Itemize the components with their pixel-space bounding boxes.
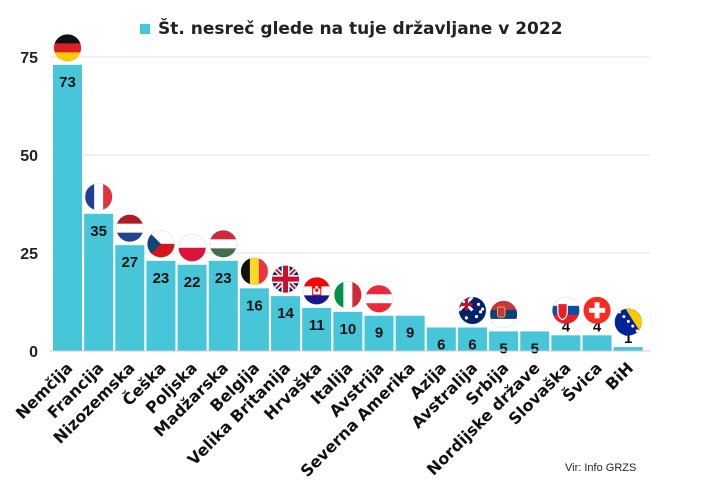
croatia-flag-icon <box>302 276 331 305</box>
bar-value-label: 22 <box>184 274 201 291</box>
y-tick-label: 0 <box>29 344 38 361</box>
y-tick-label: 75 <box>20 50 38 67</box>
bar-value-label: 6 <box>437 336 445 353</box>
germany-flag-icon <box>53 33 82 62</box>
bar <box>271 296 301 351</box>
bar <box>364 315 394 351</box>
bar <box>395 315 425 351</box>
bar <box>551 335 581 351</box>
france-flag-icon <box>84 182 113 211</box>
bar-value-label: 4 <box>562 318 571 335</box>
bar-value-label: 14 <box>277 305 294 322</box>
switzerland-flag-icon <box>583 296 612 325</box>
bar <box>457 327 487 351</box>
legend: Št. nesreč glede na tuje državljane v 20… <box>140 19 563 39</box>
belgium-flag-icon <box>240 257 269 286</box>
bar-value-label: 23 <box>153 270 170 287</box>
bar-value-label: 23 <box>215 270 232 287</box>
bar-value-label: 10 <box>340 321 357 338</box>
bar <box>426 327 456 351</box>
bar <box>582 335 612 351</box>
bar <box>520 331 550 351</box>
bar-value-label: 1 <box>624 330 632 347</box>
bar-value-label: 4 <box>593 318 602 335</box>
bar-value-label: 5 <box>499 340 507 357</box>
category-label: BiH <box>602 358 637 393</box>
y-tick-label: 50 <box>20 148 38 165</box>
bar <box>53 64 82 351</box>
legend-swatch <box>140 24 150 34</box>
italy-flag-icon <box>333 280 362 309</box>
bar <box>177 264 207 351</box>
bar <box>115 245 145 351</box>
bar <box>333 311 363 351</box>
source-note: Vir: Info GRZS <box>565 462 637 474</box>
bar <box>489 331 519 351</box>
slovakia-flag-icon <box>551 296 580 325</box>
bar-value-label: 27 <box>121 254 138 271</box>
bih-flag-icon <box>614 308 643 337</box>
bar-value-label: 73 <box>59 74 76 91</box>
bar-value-label: 9 <box>375 325 383 342</box>
bar-value-label: 16 <box>246 297 263 314</box>
bar <box>239 288 269 351</box>
czechia-flag-icon <box>146 229 175 258</box>
bar <box>146 260 176 351</box>
netherlands-flag-icon <box>115 214 144 243</box>
serbia-flag-icon <box>489 300 518 329</box>
uk-flag-icon <box>271 265 300 294</box>
bar <box>208 260 238 351</box>
chart-title: Št. nesreč glede na tuje državljane v 20… <box>158 19 563 39</box>
bar <box>302 307 332 351</box>
bar-value-label: 9 <box>406 325 414 342</box>
bar-value-label: 35 <box>90 223 107 240</box>
hungary-flag-icon <box>209 229 238 258</box>
y-tick-label: 25 <box>20 246 38 263</box>
bar <box>84 213 114 351</box>
austria-flag-icon <box>365 284 393 313</box>
australia-flag-icon <box>458 296 487 325</box>
bar-value-label: 11 <box>309 317 325 334</box>
bar-value-label: 6 <box>468 336 476 353</box>
bar-value-label: 5 <box>531 340 539 357</box>
poland-flag-icon <box>178 233 207 262</box>
bar <box>613 347 643 351</box>
